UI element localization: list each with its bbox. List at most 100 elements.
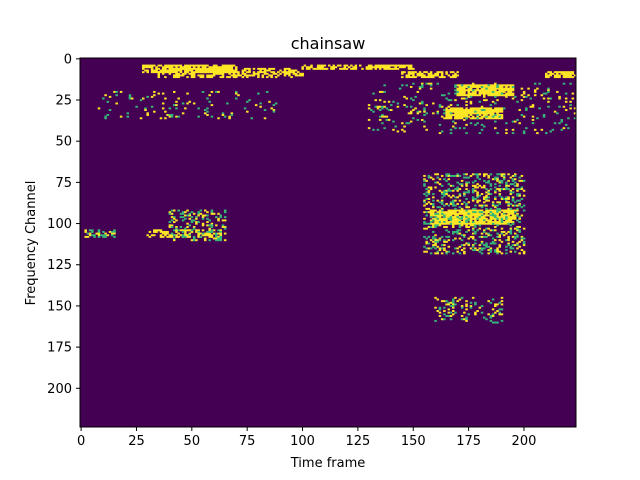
heatmap-cell bbox=[175, 71, 178, 74]
heatmap-cell bbox=[168, 114, 172, 116]
heatmap-cell bbox=[111, 234, 114, 237]
heatmap-cell bbox=[423, 199, 426, 202]
heatmap-cell bbox=[345, 64, 349, 67]
heatmap-cell bbox=[184, 64, 187, 67]
heatmap-cell bbox=[483, 92, 486, 95]
heatmap-cell bbox=[177, 235, 180, 238]
heatmap-cell bbox=[485, 181, 488, 184]
heatmap-cell bbox=[498, 207, 502, 210]
heatmap-cell bbox=[429, 222, 433, 225]
heatmap-cell bbox=[505, 181, 508, 184]
heatmap-cell bbox=[206, 234, 209, 237]
heatmap-cell bbox=[454, 127, 457, 130]
heatmap-cell bbox=[376, 66, 380, 69]
heatmap-cell bbox=[463, 114, 466, 116]
heatmap-cell bbox=[299, 72, 302, 75]
heatmap-cell bbox=[509, 193, 513, 196]
heatmap-cell bbox=[246, 71, 249, 74]
heatmap-cell bbox=[148, 230, 152, 233]
heatmap-cell bbox=[197, 71, 200, 74]
heatmap-cell bbox=[498, 211, 502, 214]
heatmap-cell bbox=[487, 313, 490, 316]
heatmap-cell bbox=[494, 115, 497, 118]
heatmap-cell bbox=[485, 173, 488, 176]
heatmap-cell bbox=[436, 110, 440, 113]
heatmap-cell bbox=[465, 97, 468, 100]
heatmap-cell bbox=[452, 114, 455, 116]
heatmap-cell bbox=[188, 214, 192, 217]
heatmap-cell bbox=[440, 214, 444, 217]
heatmap-cell bbox=[403, 64, 406, 67]
heatmap-cell bbox=[483, 214, 486, 217]
heatmap-cell bbox=[438, 132, 442, 135]
heatmap-cell bbox=[476, 194, 479, 197]
heatmap-cell bbox=[489, 109, 493, 112]
heatmap-cell bbox=[447, 235, 451, 238]
heatmap-cell bbox=[454, 247, 457, 250]
heatmap-cell bbox=[491, 115, 495, 118]
heatmap-cell bbox=[423, 245, 426, 248]
heatmap-cell bbox=[489, 86, 493, 88]
heatmap-cell bbox=[509, 86, 513, 88]
heatmap-cell bbox=[505, 128, 508, 131]
heatmap-cell bbox=[155, 71, 158, 74]
heatmap-cell bbox=[496, 216, 499, 219]
heatmap-cell bbox=[175, 67, 178, 70]
heatmap-cell bbox=[394, 66, 397, 69]
heatmap-cell bbox=[266, 90, 269, 93]
heatmap-cell bbox=[483, 109, 486, 112]
heatmap-cell bbox=[500, 252, 504, 255]
heatmap-cell bbox=[489, 87, 493, 90]
heatmap-cell bbox=[416, 110, 420, 113]
heatmap-cell bbox=[449, 196, 453, 199]
heatmap-cell bbox=[416, 118, 420, 121]
heatmap-cell bbox=[425, 202, 428, 205]
heatmap-cell bbox=[518, 217, 521, 220]
heatmap-cell bbox=[272, 110, 276, 113]
heatmap-cell bbox=[469, 95, 473, 98]
heatmap-cell bbox=[407, 74, 411, 77]
heatmap-cell bbox=[208, 74, 211, 77]
heatmap-cell bbox=[146, 114, 149, 116]
heatmap-cell bbox=[423, 221, 426, 224]
heatmap-cell bbox=[208, 234, 211, 237]
heatmap-cell bbox=[467, 237, 471, 240]
heatmap-cell bbox=[454, 199, 457, 202]
heatmap-cell bbox=[518, 199, 521, 202]
heatmap-cell bbox=[509, 87, 513, 90]
heatmap-cell bbox=[223, 227, 227, 230]
heatmap-cell bbox=[197, 211, 200, 214]
heatmap-cell bbox=[465, 183, 468, 186]
heatmap-cell bbox=[170, 66, 174, 69]
heatmap-cell bbox=[434, 239, 437, 242]
heatmap-cell bbox=[285, 71, 289, 74]
heatmap-cell bbox=[440, 318, 444, 321]
heatmap-cell bbox=[483, 186, 486, 189]
heatmap-cell bbox=[440, 191, 444, 194]
heatmap-cell bbox=[95, 232, 99, 235]
heatmap-cell bbox=[476, 310, 479, 312]
heatmap-cell bbox=[449, 104, 453, 107]
heatmap-cell bbox=[463, 250, 466, 253]
heatmap-cell bbox=[476, 115, 479, 118]
heatmap-cell bbox=[496, 90, 499, 93]
heatmap-cell bbox=[425, 128, 428, 131]
heatmap-cell bbox=[487, 110, 490, 113]
heatmap-cell bbox=[177, 232, 180, 235]
heatmap-cell bbox=[485, 207, 488, 210]
heatmap-cell bbox=[476, 173, 479, 176]
heatmap-cell bbox=[423, 235, 426, 238]
heatmap-cell bbox=[445, 212, 448, 215]
chart-title: chainsaw bbox=[291, 34, 366, 53]
heatmap-cell bbox=[237, 94, 240, 97]
heatmap-cell bbox=[210, 104, 214, 107]
heatmap-cell bbox=[445, 114, 448, 116]
heatmap-cell bbox=[491, 92, 495, 95]
heatmap-cell bbox=[465, 221, 468, 224]
heatmap-cell bbox=[518, 179, 521, 182]
heatmap-cell bbox=[142, 71, 145, 74]
heatmap-cell bbox=[381, 105, 384, 108]
heatmap-cell bbox=[440, 211, 444, 214]
heatmap-cell bbox=[303, 64, 307, 67]
heatmap-cell bbox=[157, 64, 161, 67]
